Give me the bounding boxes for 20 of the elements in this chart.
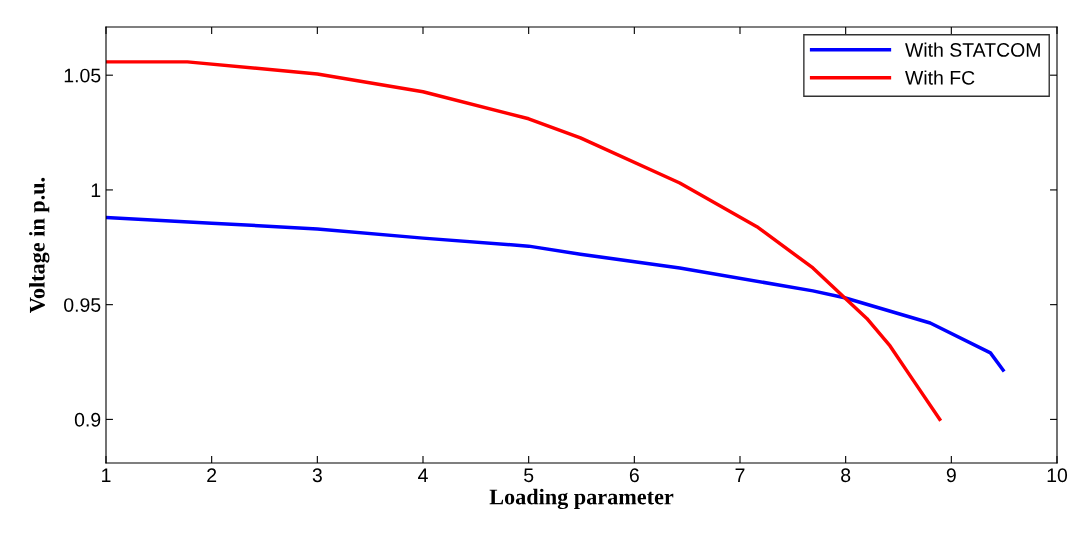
x-tick-label: 7 <box>735 468 745 482</box>
legend-label: With FC <box>905 70 975 85</box>
x-tick-label: 3 <box>312 468 322 483</box>
line-series <box>106 60 942 422</box>
y-tick-label: 1 <box>91 183 101 197</box>
x-tick-label: 6 <box>629 468 639 483</box>
x-tick-label: 8 <box>841 468 851 483</box>
x-axis-title: Loading parameter <box>489 488 674 510</box>
x-tick-label: 1 <box>102 468 111 482</box>
y-tick-label: 0.9 <box>74 412 101 427</box>
x-tick-label: 10 <box>1047 468 1068 483</box>
x-tick-label: 2 <box>207 468 217 482</box>
line-series <box>106 215 1005 372</box>
y-axis-title: Voltage in p.u. <box>29 177 50 313</box>
x-tick-label: 4 <box>418 468 428 482</box>
y-tick-label: 1.05 <box>64 68 101 83</box>
legend-label: With STATCOM <box>905 42 1040 57</box>
x-tick-label: 9 <box>946 468 956 483</box>
y-tick-label: 0.95 <box>64 298 101 312</box>
x-tick-label: 5 <box>524 468 534 483</box>
